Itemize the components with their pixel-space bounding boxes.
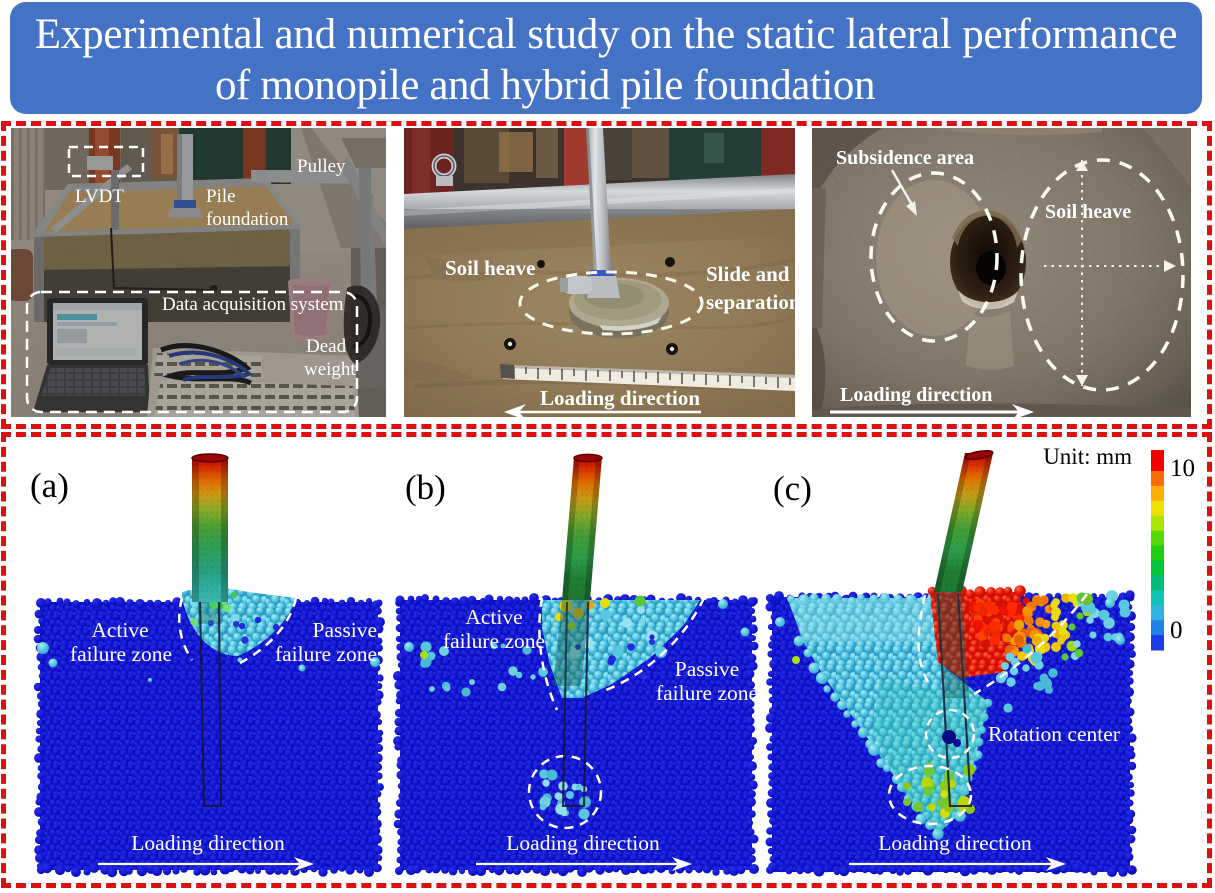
svg-text:weight: weight	[304, 359, 356, 380]
svg-text:Active: Active	[465, 605, 522, 629]
svg-text:Pulley: Pulley	[297, 156, 346, 177]
svg-text:Active: Active	[91, 618, 148, 642]
svg-text:(a): (a)	[30, 466, 69, 505]
svg-text:Unit: mm: Unit: mm	[1043, 444, 1132, 469]
svg-text:failure zone: failure zone	[443, 629, 545, 653]
svg-text:10: 10	[1170, 455, 1195, 482]
svg-text:Subsidence area: Subsidence area	[836, 147, 974, 169]
svg-text:failure zone: failure zone	[656, 681, 758, 705]
svg-text:Loading direction: Loading direction	[840, 384, 992, 406]
svg-text:(c): (c)	[773, 469, 812, 508]
svg-text:separation: separation	[706, 290, 795, 314]
svg-text:Loading direction: Loading direction	[878, 831, 1032, 855]
svg-text:Dead: Dead	[306, 336, 347, 357]
svg-text:Passive: Passive	[313, 618, 378, 642]
svg-text:Soil heave: Soil heave	[445, 256, 535, 280]
svg-text:failure zone: failure zone	[70, 642, 172, 666]
svg-text:Soil heave: Soil heave	[1045, 201, 1131, 223]
svg-text:Data acquisition system: Data acquisition system	[162, 294, 344, 315]
svg-text:Passive: Passive	[675, 657, 740, 681]
svg-text:Loading direction: Loading direction	[540, 386, 700, 410]
svg-text:Pile: Pile	[206, 186, 236, 207]
svg-text:foundation: foundation	[206, 209, 289, 230]
svg-text:Slide and: Slide and	[706, 262, 790, 286]
svg-text:Rotation center: Rotation center	[988, 722, 1120, 746]
svg-text:Loading direction: Loading direction	[131, 831, 285, 855]
svg-text:failure zone: failure zone	[275, 642, 377, 666]
svg-text:(b): (b)	[405, 468, 446, 507]
svg-text:LVDT: LVDT	[75, 186, 124, 207]
svg-text:0: 0	[1170, 617, 1183, 644]
svg-text:Loading direction: Loading direction	[506, 831, 660, 855]
